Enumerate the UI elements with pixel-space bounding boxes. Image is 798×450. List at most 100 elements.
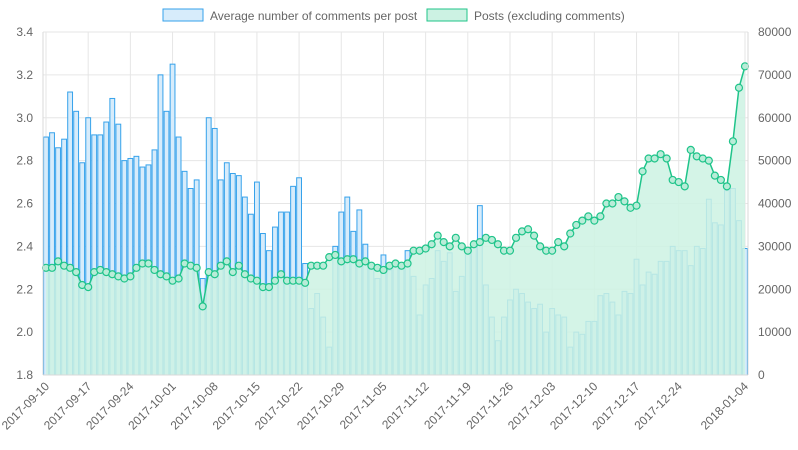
data-point[interactable]	[53, 257, 63, 266]
data-point[interactable]	[716, 175, 725, 185]
data-point[interactable]	[403, 259, 412, 268]
data-point[interactable]	[686, 145, 695, 155]
data-point[interactable]	[72, 268, 81, 277]
data-point[interactable]	[536, 242, 545, 251]
data-point[interactable]	[493, 240, 503, 249]
legend-swatch-comments[interactable]	[162, 8, 204, 22]
data-point[interactable]	[349, 255, 358, 264]
data-point[interactable]	[529, 231, 539, 240]
y-left-tick-label: 3.0	[16, 111, 33, 125]
y-left-tick-label: 2.2	[16, 282, 33, 296]
data-point[interactable]	[234, 261, 243, 270]
data-point[interactable]	[192, 263, 201, 272]
data-point[interactable]	[150, 265, 159, 275]
data-point[interactable]	[252, 276, 262, 285]
y-left-tick-label: 3.4	[16, 25, 33, 39]
data-point[interactable]	[728, 137, 738, 146]
data-point[interactable]	[487, 235, 497, 245]
data-point[interactable]	[722, 182, 732, 191]
data-point[interactable]	[144, 259, 153, 268]
data-point[interactable]	[463, 246, 472, 255]
data-point[interactable]	[674, 177, 683, 187]
data-point[interactable]	[578, 216, 587, 225]
data-point[interactable]	[560, 242, 569, 251]
data-point[interactable]	[222, 257, 231, 266]
data-point[interactable]	[301, 278, 310, 287]
data-point[interactable]	[240, 270, 249, 279]
data-point[interactable]	[638, 167, 647, 176]
x-tick-label: 2018-01-04	[698, 379, 752, 433]
data-point[interactable]	[505, 246, 515, 255]
data-point[interactable]	[126, 272, 135, 281]
data-point[interactable]	[270, 276, 280, 285]
data-point[interactable]	[572, 220, 581, 230]
data-point[interactable]	[84, 283, 93, 292]
y-right-tick-label: 50000	[758, 154, 792, 168]
data-point[interactable]	[566, 229, 575, 238]
data-point[interactable]	[523, 225, 533, 234]
data-point[interactable]	[734, 83, 744, 92]
data-point[interactable]	[427, 240, 436, 249]
data-point[interactable]	[216, 261, 225, 270]
y-left-tick-label: 2.8	[16, 154, 33, 168]
y-right-tick-label: 40000	[758, 197, 792, 211]
y-left-tick-label: 1.8	[16, 368, 33, 382]
data-point[interactable]	[361, 257, 370, 266]
data-point[interactable]	[433, 231, 442, 240]
data-point[interactable]	[740, 62, 750, 71]
y-left-tick-label: 2.0	[16, 325, 33, 339]
data-point[interactable]	[632, 201, 641, 210]
data-point[interactable]	[47, 263, 57, 272]
data-point[interactable]	[457, 242, 466, 251]
data-point[interactable]	[421, 244, 430, 253]
data-point[interactable]	[656, 150, 665, 159]
legend-label-posts[interactable]: Posts (excluding comments)	[474, 9, 625, 23]
y-right-tick-label: 0	[758, 368, 765, 382]
y-right-tick-label: 80000	[758, 25, 792, 39]
data-point[interactable]	[554, 237, 563, 247]
y-right-tick-label: 70000	[758, 68, 792, 82]
data-point[interactable]	[379, 265, 388, 275]
data-point[interactable]	[66, 263, 75, 272]
data-point[interactable]	[319, 261, 328, 270]
data-point[interactable]	[590, 216, 599, 225]
data-point[interactable]	[451, 233, 460, 242]
y-right-tick-label: 20000	[758, 282, 792, 296]
area-fill	[46, 66, 745, 376]
data-point[interactable]	[198, 302, 207, 311]
data-point[interactable]	[650, 154, 659, 163]
y-left-tick-label: 2.4	[16, 239, 33, 253]
data-point[interactable]	[439, 237, 448, 247]
legend: Average number of comments per post Post…	[162, 8, 625, 23]
data-point[interactable]	[228, 268, 237, 277]
y-right-tick-label: 60000	[758, 111, 792, 125]
data-point[interactable]	[331, 250, 340, 260]
data-point[interactable]	[662, 154, 671, 163]
data-point[interactable]	[511, 233, 521, 242]
data-point[interactable]	[680, 182, 689, 191]
data-point[interactable]	[174, 274, 183, 283]
data-point[interactable]	[704, 156, 713, 165]
data-point[interactable]	[264, 283, 274, 292]
y-left-tick-label: 3.2	[16, 68, 33, 82]
data-point[interactable]	[445, 242, 454, 251]
data-point[interactable]	[620, 197, 629, 206]
area-series	[41, 62, 750, 376]
data-point[interactable]	[710, 171, 719, 180]
legend-swatch-posts[interactable]	[426, 8, 468, 22]
data-point[interactable]	[132, 263, 141, 272]
data-point[interactable]	[548, 246, 557, 255]
data-point[interactable]	[614, 192, 623, 202]
y-right-tick-label: 10000	[758, 325, 792, 339]
data-point[interactable]	[608, 199, 617, 208]
legend-label-comments[interactable]: Average number of comments per post	[210, 9, 418, 23]
data-point[interactable]	[596, 212, 605, 221]
data-point[interactable]	[162, 272, 171, 281]
data-point[interactable]	[584, 212, 593, 221]
data-point[interactable]	[276, 270, 286, 279]
data-point[interactable]	[475, 237, 484, 247]
data-point[interactable]	[210, 270, 219, 279]
y-left-tick-label: 2.6	[16, 197, 33, 211]
